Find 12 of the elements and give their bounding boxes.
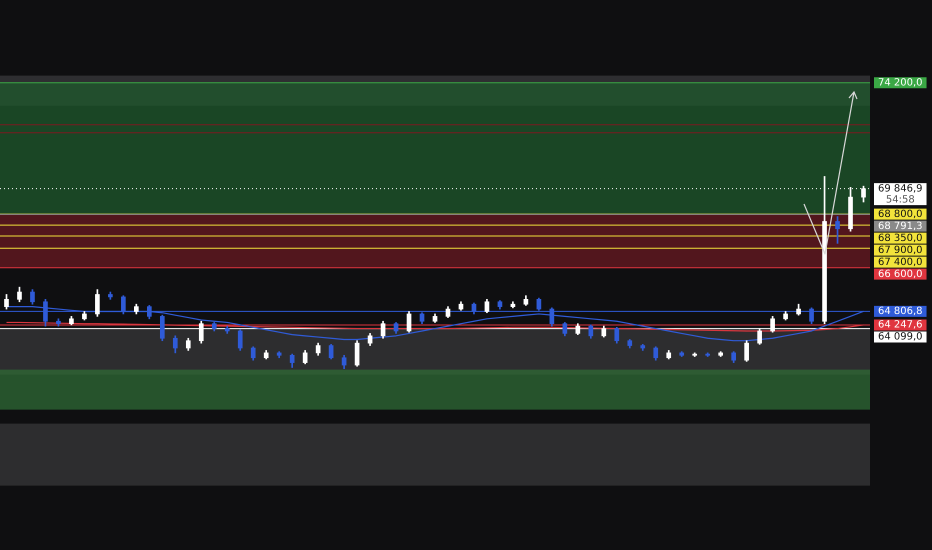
ref-line-label: 68 800,0 <box>878 208 923 220</box>
ref-line-label: 68 791,3 <box>878 220 923 232</box>
ref-line-label: 64 247,6 <box>878 320 923 331</box>
ref-line-label: 67 900,0 <box>878 244 923 256</box>
ref-line-label: 66 600,0 <box>878 268 923 280</box>
ref-line-label: 69 846,9 <box>878 183 923 194</box>
ref-line-label: 67 400,0 <box>878 256 923 268</box>
ref-line-label: 64 806,8 <box>878 306 923 317</box>
ref-line-label: 64 099,0 <box>878 332 923 343</box>
ref-line-label: 74 200,0 <box>878 77 923 88</box>
text: 54:58 <box>886 194 915 206</box>
ref-line-label: 68 350,0 <box>878 232 923 244</box>
